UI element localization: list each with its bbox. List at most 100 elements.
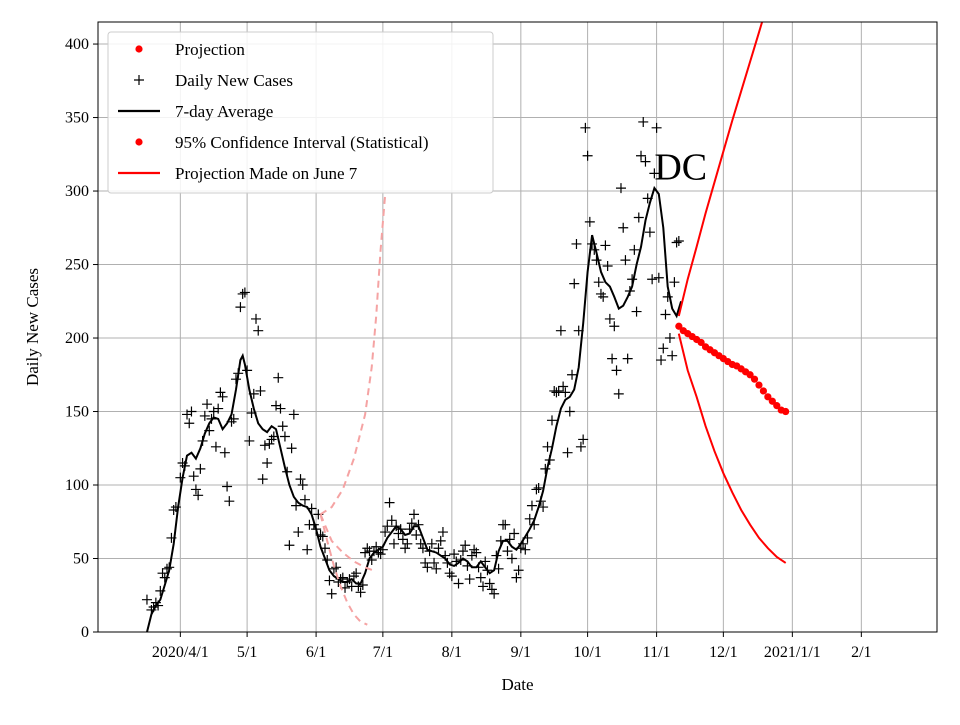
daily-case-marker bbox=[286, 443, 297, 454]
daily-case-marker bbox=[222, 481, 233, 492]
daily-case-marker bbox=[415, 538, 426, 549]
daily-case-marker bbox=[255, 385, 266, 396]
confidence-interval-line bbox=[677, 333, 787, 564]
daily-case-marker bbox=[667, 350, 678, 361]
daily-case-marker bbox=[653, 272, 664, 283]
daily-case-marker bbox=[293, 527, 304, 538]
daily-case-marker bbox=[409, 509, 420, 520]
daily-case-marker bbox=[662, 291, 673, 302]
daily-case-marker bbox=[489, 588, 500, 599]
daily-case-marker bbox=[202, 399, 213, 410]
daily-case-marker bbox=[420, 557, 431, 568]
daily-case-marker bbox=[524, 513, 535, 524]
daily-case-marker bbox=[513, 565, 524, 576]
daily-case-marker bbox=[633, 212, 644, 223]
daily-case-marker bbox=[509, 528, 520, 539]
projection-point bbox=[755, 381, 763, 389]
daily-case-marker bbox=[464, 574, 475, 585]
x-tick-label: 5/1 bbox=[237, 644, 257, 661]
daily-case-marker bbox=[604, 313, 615, 324]
daily-case-marker bbox=[297, 480, 308, 491]
x-tick-label: 2021/1/1 bbox=[764, 644, 821, 661]
daily-case-marker bbox=[449, 549, 460, 560]
daily-case-marker bbox=[384, 497, 395, 508]
daily-case-marker bbox=[219, 447, 230, 458]
daily-case-marker bbox=[502, 546, 513, 557]
daily-case-marker bbox=[251, 313, 262, 324]
legend-label: Daily New Cases bbox=[175, 71, 293, 90]
daily-case-marker bbox=[188, 471, 199, 482]
daily-case-marker bbox=[224, 496, 235, 507]
daily-case-marker bbox=[500, 519, 511, 530]
daily-case-marker bbox=[351, 568, 362, 579]
daily-case-marker bbox=[575, 441, 586, 452]
daily-case-marker bbox=[253, 325, 264, 336]
daily-case-marker bbox=[235, 302, 246, 313]
daily-case-marker bbox=[357, 579, 368, 590]
daily-case-marker bbox=[259, 440, 270, 451]
daily-case-marker bbox=[284, 540, 295, 551]
daily-case-marker bbox=[402, 538, 413, 549]
daily-case-marker bbox=[560, 387, 571, 398]
daily-case-marker bbox=[520, 544, 531, 555]
daily-case-marker bbox=[380, 527, 391, 538]
seven-day-average-line bbox=[146, 185, 683, 632]
daily-case-marker bbox=[433, 543, 444, 554]
projection-point bbox=[675, 322, 683, 330]
daily-case-marker bbox=[388, 538, 399, 549]
daily-case-marker bbox=[215, 387, 226, 398]
daily-case-marker bbox=[511, 572, 522, 583]
y-tick-label: 150 bbox=[65, 404, 89, 421]
daily-case-marker bbox=[217, 391, 228, 402]
daily-case-marker bbox=[291, 500, 302, 511]
legend-swatch-dot bbox=[135, 138, 143, 146]
daily-case-marker bbox=[636, 150, 647, 161]
y-tick-label: 0 bbox=[81, 624, 89, 641]
plot-frame bbox=[97, 21, 938, 633]
daily-case-marker bbox=[598, 291, 609, 302]
daily-case-marker bbox=[660, 309, 671, 320]
legend-swatch-dot bbox=[135, 45, 143, 53]
daily-case-marker bbox=[302, 544, 313, 555]
daily-case-marker bbox=[471, 547, 482, 558]
daily-case-marker bbox=[382, 521, 393, 532]
daily-case-marker bbox=[193, 490, 204, 501]
y-tick-label: 200 bbox=[65, 330, 89, 347]
daily-case-marker bbox=[558, 381, 569, 392]
daily-case-marker bbox=[406, 518, 417, 529]
daily-case-marker bbox=[141, 594, 152, 605]
daily-case-marker bbox=[157, 568, 168, 579]
daily-case-marker bbox=[262, 457, 273, 468]
daily-case-marker bbox=[257, 474, 268, 485]
daily-case-marker bbox=[658, 343, 669, 354]
daily-case-marker bbox=[555, 325, 566, 336]
daily-case-marker bbox=[622, 353, 633, 364]
daily-case-marker bbox=[551, 387, 562, 398]
daily-case-marker bbox=[629, 244, 640, 255]
x-tick-label: 7/1 bbox=[373, 644, 393, 661]
daily-case-marker bbox=[531, 484, 542, 495]
daily-case-marker bbox=[620, 255, 631, 266]
confidence-interval-line bbox=[677, 22, 764, 317]
daily-case-marker bbox=[422, 562, 433, 573]
daily-case-marker bbox=[299, 494, 310, 505]
chart-annotation: DC bbox=[654, 146, 707, 188]
daily-case-marker bbox=[375, 549, 386, 560]
daily-case-marker bbox=[615, 183, 626, 194]
projection-point bbox=[764, 393, 772, 401]
daily-case-marker bbox=[237, 288, 248, 299]
y-tick-label: 400 bbox=[65, 36, 89, 53]
daily-case-marker bbox=[486, 584, 497, 595]
legend-label: Projection bbox=[175, 40, 245, 59]
daily-case-marker bbox=[562, 447, 573, 458]
daily-case-marker bbox=[631, 306, 642, 317]
daily-case-marker bbox=[273, 372, 284, 383]
daily-case-marker bbox=[664, 333, 675, 344]
projection-point bbox=[697, 338, 705, 347]
daily-case-marker bbox=[393, 528, 404, 539]
old-projection-line bbox=[319, 514, 377, 573]
daily-case-marker bbox=[184, 418, 195, 429]
daily-case-marker bbox=[239, 287, 250, 298]
daily-case-marker bbox=[400, 543, 411, 554]
daily-case-marker bbox=[540, 463, 551, 474]
